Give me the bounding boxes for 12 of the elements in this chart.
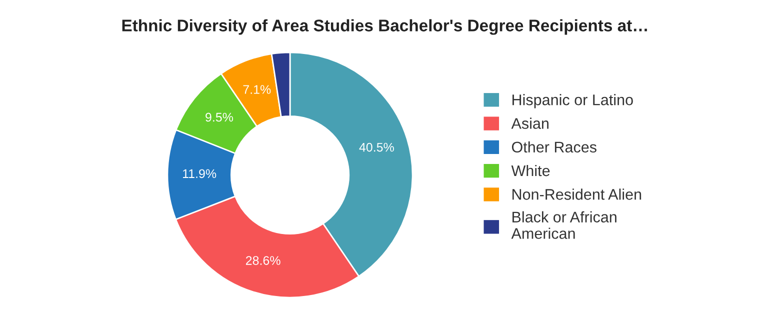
data-label: 7.1% [243, 85, 271, 94]
data-label: 11.9% [183, 169, 216, 178]
legend-label: Other Races [512, 141, 596, 153]
legend-label: White [511, 164, 550, 176]
legend-label: Non-Resident Alien [512, 188, 642, 200]
data-label: 9.5% [206, 112, 234, 122]
data-label: 40.5% [359, 142, 394, 152]
chart-title: Ethnic Diversity of Area Studies Bachelor's Degree Recipients at… [122, 19, 647, 35]
legend-label: Black or African American [511, 211, 616, 239]
data-label: 28.6% [246, 256, 280, 265]
legend-label: Hispanic or Latino [512, 94, 633, 108]
legend-label: Asian [511, 118, 548, 129]
